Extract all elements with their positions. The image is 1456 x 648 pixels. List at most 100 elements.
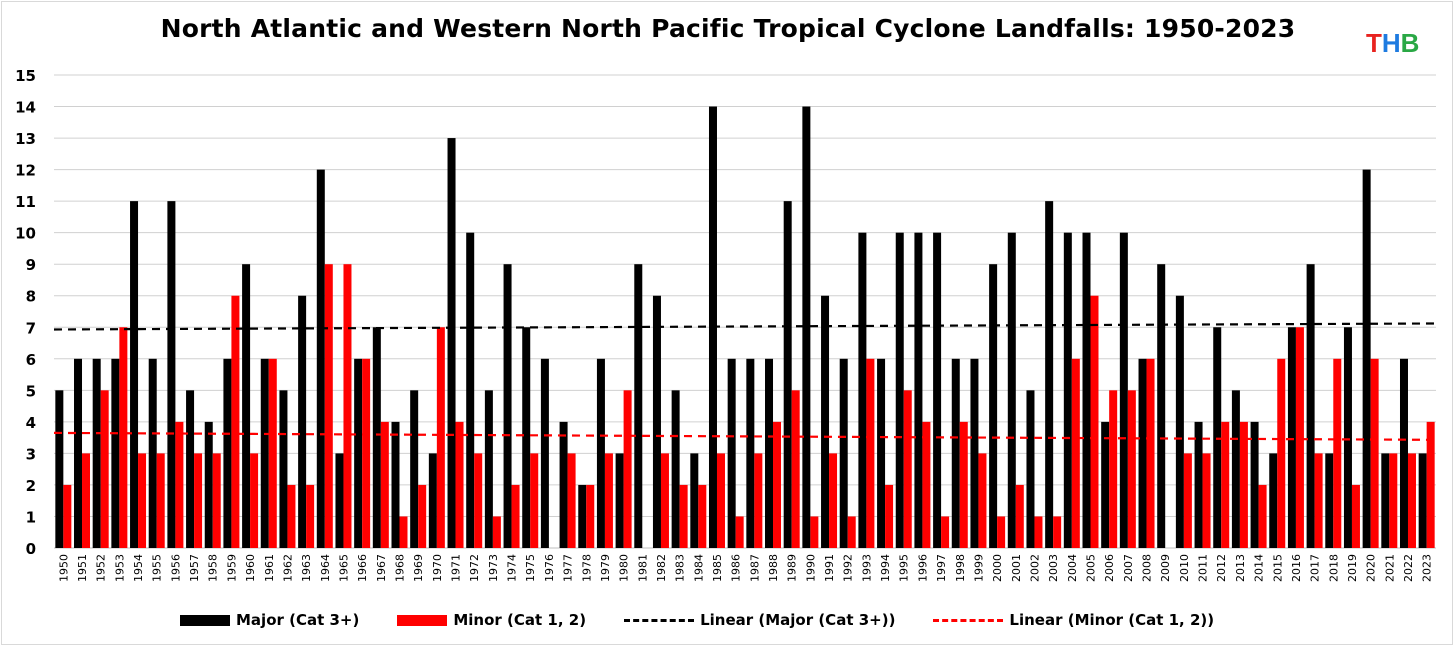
x-tick-label: 2004 (1066, 554, 1079, 582)
bar-minor (1389, 453, 1398, 548)
y-tick-label: 14 (15, 99, 36, 117)
x-tick-label: 1952 (95, 554, 108, 582)
bar-minor (492, 516, 501, 548)
bar-minor (362, 358, 371, 548)
bar-major (746, 358, 755, 548)
x-tick-label: 1990 (804, 554, 817, 582)
bar-minor (156, 453, 165, 548)
bar-minor (1127, 390, 1136, 548)
bar-major (335, 453, 344, 548)
x-tick-label: 1989 (786, 554, 799, 582)
bar-minor (511, 484, 520, 548)
y-tick-label: 10 (15, 225, 36, 243)
x-tick-label: 1960 (244, 554, 257, 582)
bar-major (186, 390, 195, 548)
bar-major (839, 358, 848, 548)
bar-minor (1183, 453, 1192, 548)
x-tick-label: 1995 (898, 554, 911, 582)
bar-major (260, 358, 269, 548)
bar-minor (791, 390, 800, 548)
bar-major (111, 358, 120, 548)
bar-minor (1351, 484, 1360, 548)
x-tick-label: 2020 (1365, 554, 1378, 582)
trendline-major (53, 322, 1437, 331)
chart-title: North Atlantic and Western North Pacific… (160, 14, 1296, 43)
bar-major (372, 327, 381, 548)
legend-item-minor: Minor (Cat 1, 2) (397, 611, 586, 629)
bar-minor (418, 484, 427, 548)
y-tick-label: 0 (26, 540, 36, 558)
bar-major (989, 264, 998, 548)
bar-major (634, 264, 643, 548)
bar-minor (866, 358, 875, 548)
thb-logo: THB (1366, 28, 1419, 59)
y-tick-label: 2 (26, 477, 36, 495)
logo-letter-b: B (1400, 28, 1420, 58)
bar-minor (1015, 484, 1024, 548)
x-tick-label: 1954 (132, 554, 145, 582)
trendline-minor (53, 431, 1437, 441)
x-tick-label: 1987 (748, 554, 761, 582)
bar-major (1287, 327, 1296, 548)
bar-major (92, 358, 101, 548)
x-tick-label: 1961 (263, 554, 276, 582)
bar-minor (586, 484, 595, 548)
bar-minor (1202, 453, 1211, 548)
bar-major (821, 295, 830, 548)
x-tick-label: 2011 (1197, 554, 1210, 582)
bar-minor (567, 453, 576, 548)
x-tick-label: 2006 (1103, 554, 1116, 582)
logo-letter-h: H (1381, 28, 1401, 58)
bar-minor (1295, 327, 1304, 548)
x-tick-label: 2000 (991, 554, 1004, 582)
legend-label-minor: Minor (Cat 1, 2) (453, 611, 587, 629)
x-tick-label: 1963 (300, 554, 313, 582)
logo-letter-t: T (1366, 28, 1382, 58)
x-tick-label: 1965 (337, 554, 350, 582)
x-tick-label: 1975 (524, 554, 537, 582)
legend-dash-linear-minor (933, 618, 1004, 622)
y-tick-label: 8 (26, 288, 36, 306)
bar-major (130, 201, 139, 548)
x-tick-label: 2017 (1309, 554, 1322, 582)
legend-swatch-major (180, 614, 230, 626)
x-tick-label: 1959 (225, 554, 238, 582)
x-tick-label: 2018 (1327, 554, 1340, 582)
x-tick-label: 2019 (1346, 554, 1359, 582)
bar-major (242, 264, 251, 548)
bar-minor (380, 421, 389, 548)
x-tick-label: 2003 (1047, 554, 1060, 582)
bar-minor (1053, 516, 1062, 548)
bar-minor (679, 484, 688, 548)
legend-item-linear-major: Linear (Major (Cat 3+)) (624, 611, 895, 629)
x-tick-label: 1951 (76, 554, 89, 582)
x-tick-label: 1972 (468, 554, 481, 582)
x-tick-label: 1986 (730, 554, 743, 582)
bar-minor (100, 390, 109, 548)
bar-minor (997, 516, 1006, 548)
bar-major (652, 295, 661, 548)
x-tick-label: 2008 (1141, 554, 1154, 582)
x-tick-label: 1953 (113, 554, 126, 582)
bar-minor (306, 484, 315, 548)
x-tick-label: 1974 (506, 554, 519, 582)
bar-minor (716, 453, 725, 548)
bar-major (1138, 358, 1147, 548)
bar-major (1250, 421, 1259, 548)
bar-major (223, 358, 232, 548)
bar-minor (1333, 358, 1342, 548)
bar-major (895, 232, 904, 548)
x-tick-label: 1991 (823, 554, 836, 582)
x-tick-label: 1988 (767, 554, 780, 582)
x-tick-label: 2014 (1253, 554, 1266, 582)
bar-major (148, 358, 157, 548)
bar-major (933, 232, 942, 548)
legend-label-linear-minor: Linear (Minor (Cat 1, 2)) (1009, 611, 1215, 629)
x-tick-label: 1962 (281, 554, 294, 582)
legend-label-linear-major: Linear (Major (Cat 3+)) (700, 611, 896, 629)
bar-major (279, 390, 288, 548)
y-tick-label: 15 (15, 67, 36, 85)
bar-major (802, 106, 811, 549)
bar-major (55, 390, 64, 548)
bar-minor (1258, 484, 1267, 548)
